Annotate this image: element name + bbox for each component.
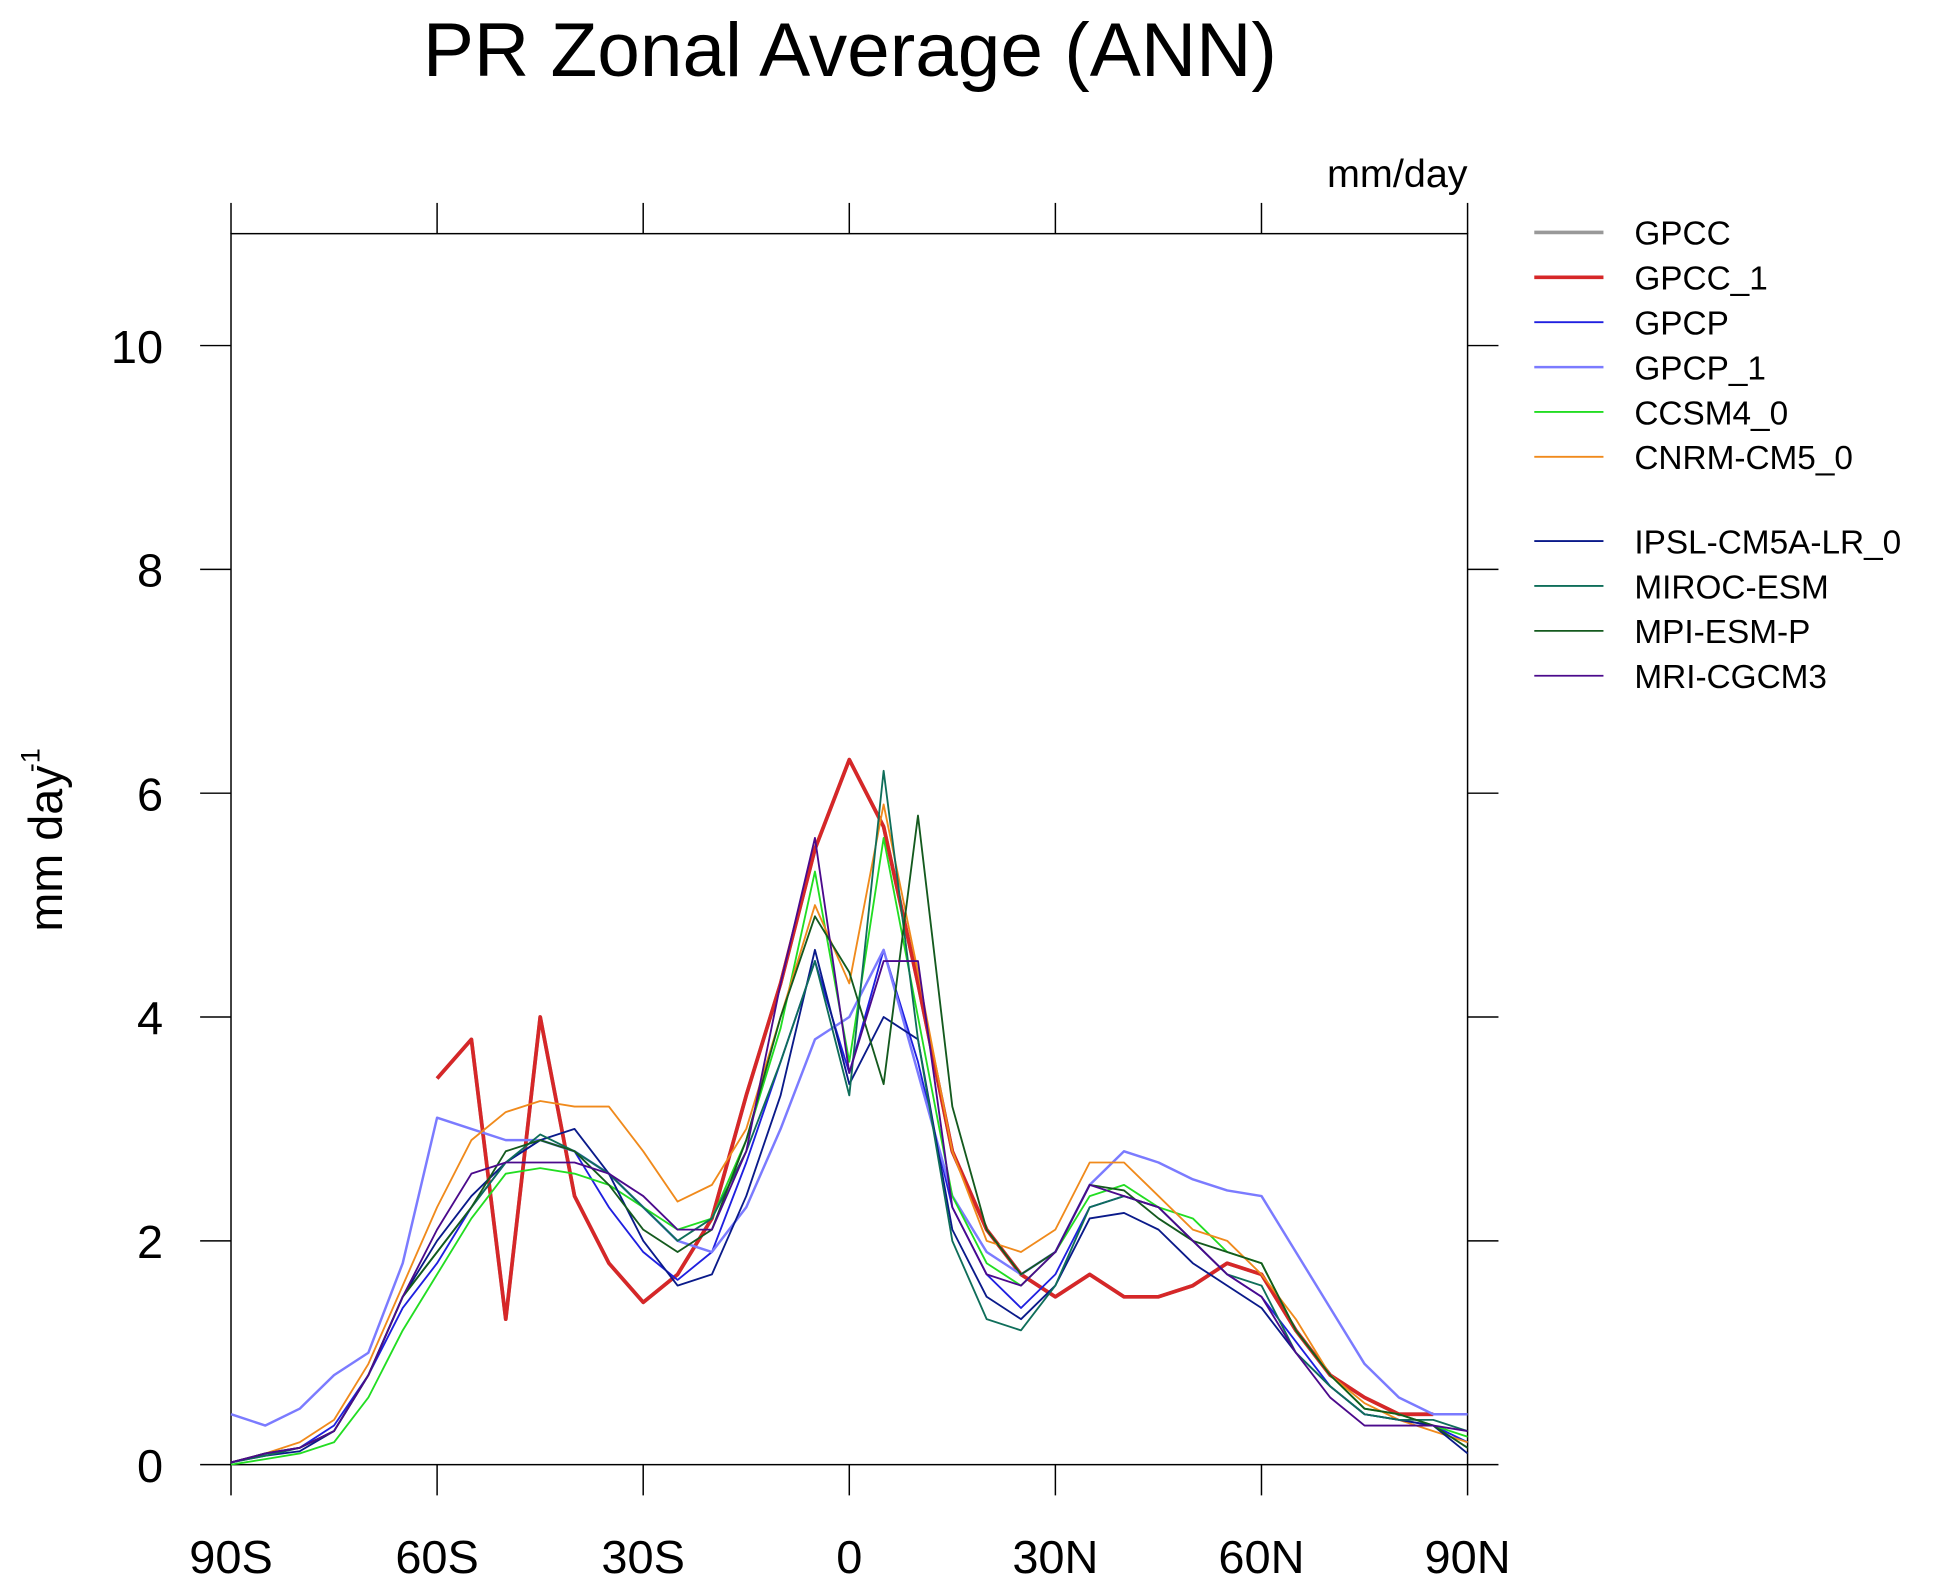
y-label-superscript: -1 bbox=[14, 748, 45, 772]
legend-label: MPI-ESM-P bbox=[1634, 614, 1810, 651]
y-tick-label: 10 bbox=[111, 321, 163, 373]
x-tick-label: 60S bbox=[395, 1531, 479, 1583]
legend-label: CCSM4_0 bbox=[1634, 395, 1788, 432]
legend-label: GPCP bbox=[1634, 306, 1728, 343]
y-axis-title: mm day -1 bbox=[14, 748, 71, 931]
series-line bbox=[230, 769, 1468, 1464]
x-tick-label: 30S bbox=[601, 1531, 685, 1583]
y-tick-label: 4 bbox=[137, 992, 163, 1044]
legend-label: IPSL-CM5A-LR_0 bbox=[1634, 524, 1901, 561]
series-line bbox=[435, 757, 1434, 1417]
series-line bbox=[230, 948, 1468, 1427]
legend-label: GPCC bbox=[1634, 216, 1730, 253]
y-tick-label: 8 bbox=[137, 545, 163, 597]
series-line bbox=[230, 837, 1468, 1466]
units-label: mm/day bbox=[1327, 152, 1468, 196]
legend-label: CNRM-CM5_0 bbox=[1634, 440, 1853, 477]
legend-label: GPCP_1 bbox=[1634, 350, 1766, 387]
y-tick-label: 2 bbox=[137, 1216, 163, 1268]
x-tick-label: 0 bbox=[836, 1531, 862, 1583]
series-line bbox=[230, 803, 1468, 1464]
legend-label: GPCC_1 bbox=[1634, 261, 1767, 298]
x-tick-label: 30N bbox=[1012, 1531, 1098, 1583]
series-line bbox=[230, 814, 1469, 1464]
y-tick-label: 0 bbox=[137, 1440, 163, 1492]
legend-label: MRI-CGCM3 bbox=[1634, 659, 1827, 696]
x-tick-label: 90N bbox=[1425, 1531, 1511, 1583]
series-line bbox=[230, 837, 1468, 1464]
y-label: mm day bbox=[20, 765, 72, 932]
chart-title: PR Zonal Average (ANN) bbox=[423, 8, 1277, 93]
x-tick-label: 60N bbox=[1218, 1531, 1304, 1583]
y-tick-label: 6 bbox=[137, 769, 163, 821]
x-tick-label: 90S bbox=[189, 1531, 273, 1583]
series-line bbox=[230, 948, 1469, 1464]
legend-label: MIROC-ESM bbox=[1634, 569, 1828, 606]
